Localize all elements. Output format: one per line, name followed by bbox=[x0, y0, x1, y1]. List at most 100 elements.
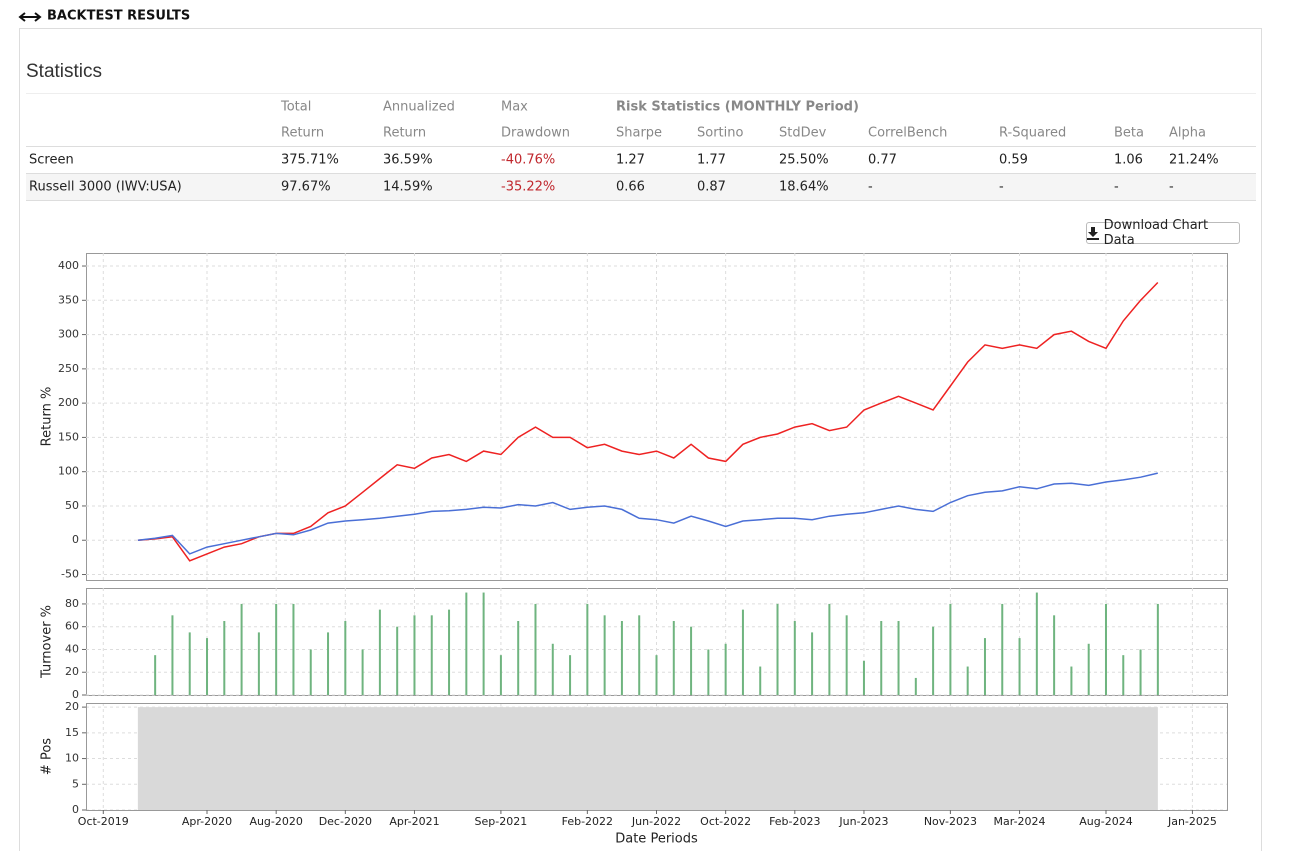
column-header: Beta bbox=[1114, 126, 1144, 141]
y-tick-label: 80 bbox=[65, 597, 79, 610]
column-header: Max bbox=[501, 100, 528, 115]
cell: - bbox=[1114, 180, 1119, 195]
y-tick-label: 20 bbox=[65, 700, 79, 713]
bar bbox=[275, 603, 278, 695]
bar bbox=[1053, 615, 1056, 695]
back-icon[interactable] bbox=[18, 12, 42, 22]
y-tick-label: 350 bbox=[58, 293, 79, 306]
bar bbox=[396, 626, 399, 695]
x-tick-label: Feb-2023 bbox=[769, 815, 820, 828]
button-label: Download Chart Data bbox=[1103, 218, 1209, 248]
bar bbox=[707, 649, 710, 695]
y-tick-label: -50 bbox=[61, 568, 79, 581]
x-tick-label: Aug-2024 bbox=[1079, 815, 1132, 828]
section-title: Statistics bbox=[26, 61, 102, 82]
bar bbox=[292, 603, 295, 695]
y-tick-label: 50 bbox=[65, 499, 79, 512]
y-tick-label: 60 bbox=[65, 620, 79, 633]
y-tick-label: 5 bbox=[72, 777, 79, 790]
x-tick-label: Dec-2020 bbox=[319, 815, 372, 828]
bar bbox=[638, 615, 641, 695]
bar bbox=[845, 615, 848, 695]
cell: Russell 3000 (IWV:USA) bbox=[29, 180, 182, 195]
y-tick-label: 150 bbox=[58, 430, 79, 443]
bar bbox=[1139, 649, 1142, 695]
group-label: Risk Statistics (MONTHLY Period) bbox=[616, 100, 859, 115]
bar bbox=[448, 609, 451, 695]
cell: 0.87 bbox=[697, 180, 726, 195]
bar bbox=[966, 666, 969, 695]
y-tick-label: 250 bbox=[58, 362, 79, 375]
cell: - bbox=[1169, 180, 1174, 195]
y-tick-label: 400 bbox=[58, 259, 79, 272]
bar bbox=[257, 632, 260, 695]
y-tick-label: 40 bbox=[65, 642, 79, 655]
bar bbox=[361, 649, 364, 695]
cell: 375.71% bbox=[281, 153, 339, 168]
bar bbox=[551, 643, 554, 695]
cell: 1.06 bbox=[1114, 153, 1143, 168]
bar bbox=[828, 603, 831, 695]
bar bbox=[1156, 603, 1159, 695]
page-title: BACKTEST RESULTS bbox=[47, 9, 190, 24]
bar bbox=[327, 632, 330, 695]
x-tick-label: Mar-2024 bbox=[994, 815, 1046, 828]
bar bbox=[499, 655, 502, 695]
column-header: CorrelBench bbox=[868, 126, 947, 141]
line-series bbox=[137, 281, 1159, 562]
cell: 1.27 bbox=[616, 153, 645, 168]
bar bbox=[206, 638, 209, 695]
line-series bbox=[137, 472, 1158, 555]
cell: 25.50% bbox=[779, 153, 829, 168]
bar bbox=[309, 649, 312, 695]
bar bbox=[793, 621, 796, 695]
y-tick-label: 0 bbox=[72, 688, 79, 701]
bar bbox=[344, 621, 347, 695]
y-axis-label: Return % bbox=[40, 387, 55, 447]
cell: -35.22% bbox=[501, 180, 555, 195]
bar bbox=[1070, 666, 1073, 695]
bar bbox=[1001, 603, 1004, 695]
panel bbox=[19, 28, 1262, 851]
bar bbox=[378, 609, 381, 695]
y-axis-label: Turnover % bbox=[40, 605, 55, 679]
bar bbox=[932, 626, 935, 695]
column-header: Return bbox=[383, 126, 426, 141]
cell: 1.77 bbox=[697, 153, 726, 168]
download-icon bbox=[1087, 226, 1099, 240]
x-tick-label: Nov-2023 bbox=[924, 815, 977, 828]
y-axis-label: # Pos bbox=[40, 738, 55, 775]
row-bg bbox=[26, 174, 1256, 200]
y-tick-label: 20 bbox=[65, 665, 79, 678]
bar bbox=[862, 660, 865, 695]
bar bbox=[154, 655, 157, 695]
y-tick-label: 10 bbox=[65, 752, 79, 765]
y-tick-label: 0 bbox=[72, 533, 79, 546]
cell: 97.67% bbox=[281, 180, 331, 195]
column-header: Alpha bbox=[1169, 126, 1206, 141]
bar bbox=[741, 609, 744, 695]
bar bbox=[776, 603, 779, 695]
bar bbox=[811, 632, 814, 695]
x-tick-label: Feb-2022 bbox=[562, 815, 613, 828]
bar bbox=[465, 592, 468, 695]
bar bbox=[983, 638, 986, 695]
x-tick-label: Jan-2025 bbox=[1167, 815, 1217, 828]
download-button[interactable]: Download Chart Data bbox=[1086, 218, 1240, 248]
bar bbox=[569, 655, 572, 695]
cell: 0.77 bbox=[868, 153, 897, 168]
cell: - bbox=[868, 180, 873, 195]
y-tick-label: 300 bbox=[58, 328, 79, 341]
bar bbox=[223, 621, 226, 695]
x-tick-label: Jun-2022 bbox=[631, 815, 681, 828]
cell: 21.24% bbox=[1169, 153, 1219, 168]
bar bbox=[534, 603, 537, 695]
column-header: R-Squared bbox=[999, 126, 1066, 141]
area-series bbox=[137, 707, 1158, 810]
x-tick-label: Apr-2020 bbox=[182, 815, 232, 828]
cell: Screen bbox=[29, 153, 74, 168]
bar bbox=[1035, 592, 1038, 695]
bar bbox=[690, 626, 693, 695]
y-tick-label: 100 bbox=[58, 465, 79, 478]
